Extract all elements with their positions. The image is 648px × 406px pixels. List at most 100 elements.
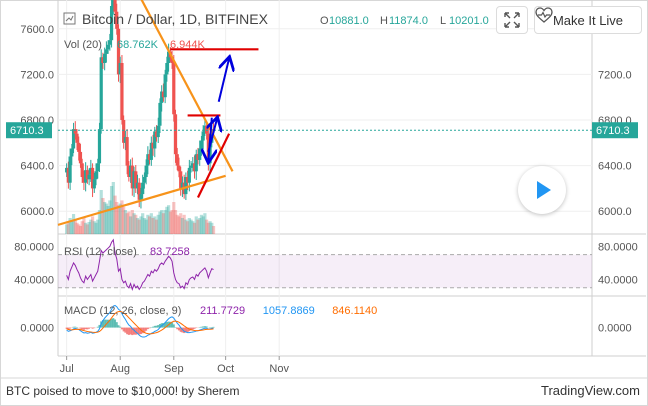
- macd-histogram-bar: [101, 320, 104, 328]
- volume-bar: [120, 200, 124, 234]
- ohlc-key: H: [380, 15, 388, 27]
- rsi-tick-label-right: 40.0000: [598, 274, 638, 286]
- candle-body: [147, 154, 152, 160]
- volume-bar: [194, 216, 198, 234]
- price-tick-label-right: 6000.0: [598, 206, 632, 218]
- candle-body: [122, 120, 126, 143]
- candle-body: [175, 154, 179, 166]
- candle-body: [156, 125, 160, 138]
- candle-body: [125, 137, 129, 166]
- candle-body: [118, 63, 122, 75]
- candle-body: [85, 170, 89, 180]
- volume-bar: [132, 213, 136, 234]
- candle-body: [120, 63, 124, 120]
- volume-bar: [130, 210, 134, 234]
- fullscreen-button[interactable]: [496, 6, 528, 34]
- candle-body: [149, 142, 153, 160]
- candle-body: [99, 57, 103, 130]
- macd-histogram-bar: [129, 327, 132, 335]
- candle-body: [66, 167, 70, 183]
- macd-histogram-bar: [162, 323, 165, 328]
- candle-body: [194, 154, 198, 172]
- candle-body: [128, 165, 133, 177]
- play-icon: [537, 181, 551, 199]
- volume-bar: [156, 214, 160, 234]
- volume-bar: [85, 224, 89, 234]
- tradingview-link[interactable]: TradingView.com: [541, 383, 640, 398]
- macd-histogram-bar: [143, 327, 146, 333]
- macd-histogram-bar: [108, 319, 111, 328]
- volume-bar: [205, 219, 209, 234]
- volume-bar: [206, 222, 210, 234]
- macd-histogram-bar: [136, 327, 139, 335]
- candle-body: [108, 40, 112, 45]
- macd-histogram-bar: [186, 327, 189, 332]
- volume-label: Vol (20): [64, 39, 102, 51]
- volume-bar: [179, 213, 183, 234]
- ohlc-key: L: [440, 15, 446, 27]
- candle-body: [75, 133, 79, 143]
- macd-histogram-bar: [82, 327, 85, 330]
- macd-histogram-bar: [103, 319, 106, 328]
- macd-histogram-bar: [139, 327, 142, 335]
- macd-histogram-bar: [205, 326, 208, 328]
- macd-histogram-bar: [74, 326, 77, 328]
- expand-icon: [504, 12, 520, 28]
- volume-bar: [161, 213, 166, 234]
- macd-histogram-bar: [210, 327, 213, 328]
- candle-body: [172, 63, 176, 115]
- candle-body: [196, 154, 200, 160]
- play-button[interactable]: [518, 166, 566, 214]
- candle-body: [130, 165, 134, 189]
- volume-bar: [94, 222, 98, 234]
- candle-body: [101, 57, 105, 63]
- price-tick-label-left: 6000.0: [20, 206, 54, 218]
- candle-body: [71, 129, 76, 149]
- volume-bar: [142, 218, 147, 234]
- make-it-live-button[interactable]: Make It Live: [534, 6, 642, 34]
- price-label-right-bg: [592, 122, 638, 139]
- volume-bar: [92, 221, 96, 234]
- volume-bar: [82, 218, 86, 234]
- rsi-tick-label-right: 80.0000: [598, 241, 638, 253]
- macd-histogram-bar: [69, 327, 72, 329]
- candle-body: [141, 182, 145, 195]
- candle-body: [160, 91, 164, 103]
- candle-body: [142, 177, 147, 183]
- macd-histogram-bar: [165, 321, 168, 328]
- candle-body: [82, 177, 86, 183]
- macd-histogram-bar: [169, 321, 172, 328]
- macd-histogram-bar: [179, 327, 182, 332]
- volume-bar: [199, 214, 204, 234]
- candle-body: [144, 165, 148, 177]
- macd-histogram-bar: [171, 322, 174, 328]
- macd-tick-label-right: 0.0000: [598, 323, 632, 335]
- macd-histogram-bar: [177, 327, 180, 331]
- macd-histogram-bar: [190, 327, 193, 331]
- volume-bar: [116, 205, 121, 234]
- candle-body: [153, 131, 157, 149]
- candle-body: [111, 0, 115, 6]
- candle-body: [87, 174, 91, 180]
- idea-title[interactable]: BTC poised to move to $10,000! by Sherem: [6, 384, 240, 398]
- candle-body: [97, 129, 102, 164]
- volume-bar: [191, 221, 195, 234]
- candle-body: [68, 156, 72, 183]
- macd-value: 846.1140: [332, 305, 377, 317]
- volume-bar: [103, 202, 107, 234]
- signal-line: [66, 310, 214, 335]
- candle-body: [92, 179, 96, 189]
- macd-value: 1057.8869: [263, 305, 315, 317]
- blue-arrow-up-top: [217, 58, 229, 102]
- volume-value-1: 68.762K: [117, 39, 159, 51]
- volume-bar: [177, 216, 181, 234]
- candle-body: [109, 6, 114, 41]
- macd-histogram-bar: [98, 324, 101, 328]
- price-tick-label-right: 6400.0: [598, 161, 632, 173]
- macd-histogram-bar: [158, 324, 161, 328]
- volume-bar: [211, 226, 216, 234]
- macd-histogram-bar: [112, 318, 115, 328]
- candle-body: [137, 182, 141, 200]
- candle-body: [177, 165, 181, 172]
